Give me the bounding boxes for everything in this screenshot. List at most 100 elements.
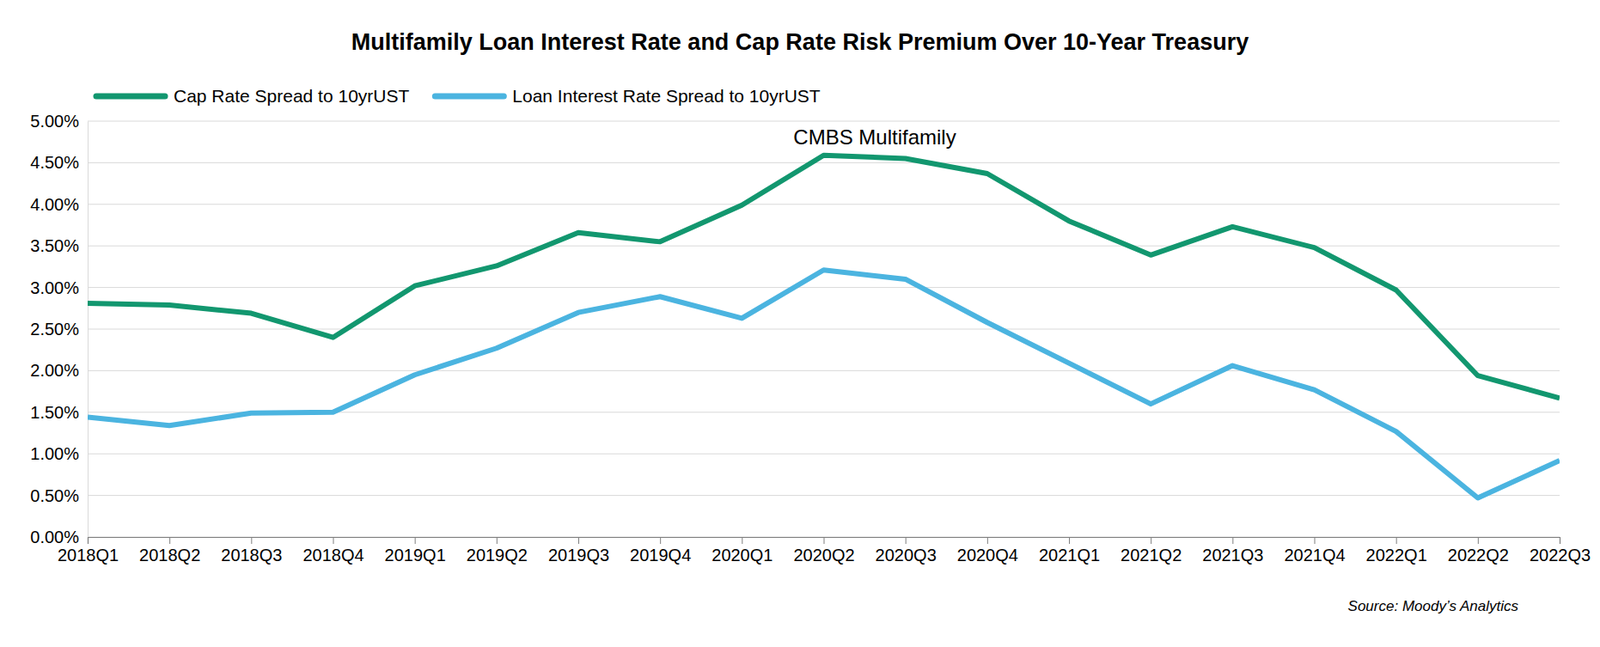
x-tick-mark	[741, 537, 743, 544]
x-tick-label: 2020Q2	[793, 545, 855, 565]
legend-label: Loan Interest Rate Spread to 10yrUST	[512, 85, 821, 106]
x-tick-label: 2019Q3	[548, 545, 610, 565]
x-tick-mark	[169, 537, 171, 544]
x-tick: 2021Q2	[1120, 537, 1182, 565]
x-axis: 2018Q1 2018Q2 2018Q3 2018Q4 2019Q1 2019Q2 2019…	[57, 537, 1591, 565]
x-tick-label: 2021Q3	[1202, 545, 1264, 565]
x-tick: 2019Q3	[548, 537, 610, 565]
y-tick-label: 1.00%	[30, 444, 80, 464]
x-tick-mark	[250, 537, 252, 544]
x-tick-mark	[1150, 537, 1152, 544]
y-tick-label: 4.00%	[30, 195, 80, 214]
x-tick-label: 2018Q3	[220, 545, 282, 565]
y-tick: 0.00%	[30, 527, 88, 547]
x-tick-label: 2021Q4	[1283, 545, 1345, 565]
x-tick-label: 2018Q1	[57, 545, 119, 565]
x-tick: 2018Q3	[220, 537, 282, 565]
y-axis: 0.00% 0.50% 1.00% 1.50% 2.00% 2.50% 3.00% 3.50%…	[30, 111, 88, 547]
y-tick-label: 0.00%	[30, 527, 80, 547]
x-tick-label: 2018Q4	[302, 545, 364, 565]
y-tick-label: 4.50%	[30, 152, 80, 172]
y-tick-label: 1.50%	[30, 403, 80, 422]
grid-line	[87, 370, 1560, 372]
x-tick-label: 2019Q1	[384, 545, 446, 565]
x-tick-label: 2019Q4	[629, 545, 691, 565]
x-tick: 2019Q4	[629, 537, 691, 565]
plot: 0.00% 0.50% 1.00% 1.50% 2.00% 2.50% 3.00% 3.50%…	[30, 111, 1591, 565]
x-tick-mark	[1559, 537, 1561, 544]
x-tick: 2018Q2	[139, 537, 201, 565]
grid-line	[87, 494, 1560, 496]
series-line	[87, 269, 1560, 498]
y-tick-label: 2.50%	[30, 319, 80, 339]
legend-swatch	[96, 93, 165, 100]
x-tick-mark	[1314, 537, 1316, 544]
y-tick-label: 5.00%	[30, 111, 80, 131]
series-line	[87, 155, 1560, 399]
x-tick-mark	[987, 537, 989, 544]
x-tick-mark	[1477, 537, 1479, 544]
y-tick-label: 0.50%	[30, 486, 80, 506]
title: Multifamily Loan Interest Rate and Cap R…	[351, 29, 1249, 55]
y-tick: 0.50%	[30, 486, 88, 506]
x-axis-line	[88, 537, 1561, 545]
x-tick-label: 2022Q2	[1447, 545, 1509, 565]
y-tick: 4.50%	[30, 152, 88, 172]
x-tick-label: 2018Q2	[139, 545, 201, 565]
legend-item: Loan Interest Rate Spread to 10yrUST	[434, 85, 821, 106]
annotation: CMBS Multifamily	[793, 125, 956, 149]
legend-swatch	[434, 93, 504, 100]
x-tick-mark	[415, 537, 416, 544]
x-tick: 2021Q1	[1038, 537, 1100, 565]
x-tick-mark	[333, 537, 335, 544]
x-tick-label: 2020Q3	[875, 545, 937, 565]
grid-line	[87, 287, 1560, 288]
x-tick-mark	[496, 537, 498, 544]
x-tick-label: 2021Q1	[1038, 545, 1100, 565]
x-tick-mark	[87, 537, 89, 544]
legend: Cap Rate Spread to 10yrUST Loan Interest …	[96, 85, 821, 106]
grid-line	[87, 453, 1560, 455]
y-tick: 2.50%	[30, 319, 88, 339]
x-tick-mark	[1232, 537, 1234, 544]
x-tick-label: 2019Q2	[466, 545, 528, 565]
x-tick-label: 2021Q2	[1120, 545, 1182, 565]
y-axis-line	[87, 122, 89, 538]
legend-label: Cap Rate Spread to 10yrUST	[173, 85, 410, 106]
y-tick: 4.00%	[30, 195, 88, 214]
x-tick-mark	[659, 537, 661, 544]
grid	[87, 121, 1560, 538]
x-tick-mark	[1396, 537, 1398, 544]
grid-line	[87, 162, 1560, 164]
y-tick-label: 3.00%	[30, 278, 80, 298]
y-tick-label: 3.50%	[30, 236, 80, 256]
x-tick-label: 2020Q1	[711, 545, 773, 565]
x-tick: 2022Q3	[1529, 537, 1591, 565]
x-tick-mark	[905, 537, 907, 544]
source: Source: Moody’s Analytics	[1348, 598, 1520, 615]
y-tick: 5.00%	[30, 111, 88, 131]
y-tick: 1.00%	[30, 444, 88, 464]
y-tick: 2.00%	[30, 360, 88, 380]
x-tick: 2018Q1	[57, 537, 119, 565]
legend-item: Cap Rate Spread to 10yrUST	[96, 85, 410, 106]
y-tick: 1.50%	[30, 403, 88, 422]
x-tick: 2022Q1	[1366, 537, 1428, 565]
x-tick: 2018Q4	[302, 537, 364, 565]
series-group	[87, 155, 1560, 499]
y-tick-label: 2.00%	[30, 360, 80, 380]
x-tick: 2019Q1	[384, 537, 446, 565]
x-tick: 2022Q2	[1447, 537, 1509, 565]
x-tick: 2019Q2	[466, 537, 528, 565]
chart: Multifamily Loan Interest Rate and Cap R…	[0, 0, 1600, 647]
x-tick: 2020Q2	[793, 537, 855, 565]
grid-line	[87, 121, 1560, 123]
x-tick: 2021Q3	[1202, 537, 1264, 565]
x-tick: 2020Q3	[875, 537, 937, 565]
x-tick-mark	[1068, 537, 1070, 544]
grid-line	[87, 245, 1560, 247]
x-tick: 2021Q4	[1283, 537, 1345, 565]
grid-line	[87, 203, 1560, 205]
y-tick: 3.50%	[30, 236, 88, 256]
x-tick-label: 2022Q3	[1529, 545, 1591, 565]
